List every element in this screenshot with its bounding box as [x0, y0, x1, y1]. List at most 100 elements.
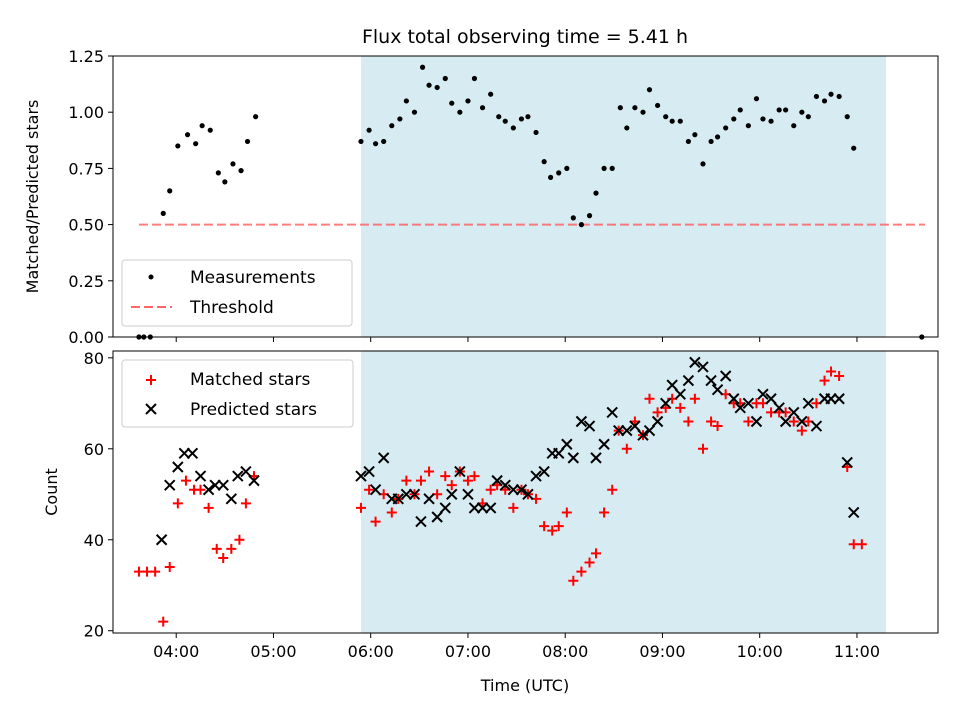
measurement-point — [366, 127, 372, 133]
matched-star-point — [675, 402, 686, 413]
measurement-point — [160, 210, 166, 216]
measurement-point — [471, 75, 478, 82]
measurement-point — [222, 179, 228, 185]
top-legend-box — [121, 259, 353, 327]
top-y-tick-label: 0.25 — [68, 272, 104, 291]
matched-star-point — [469, 471, 480, 482]
matched-star-point — [172, 498, 183, 509]
predicted-star-point — [202, 484, 215, 496]
bottom-shaded-region — [360, 351, 887, 633]
measurement-point — [609, 165, 615, 171]
predicted-star-point — [575, 415, 588, 428]
matched-star-point — [364, 484, 375, 495]
bottom-legend-box — [121, 359, 354, 428]
matched-star-point — [370, 516, 381, 527]
predicted-star-point — [194, 470, 207, 482]
matched-star-point — [203, 502, 214, 513]
measurement-point — [238, 168, 244, 174]
predicted-star-point — [377, 452, 390, 464]
matched-star-point — [576, 566, 587, 577]
predicted-star-point — [590, 452, 602, 464]
predicted-star-point — [788, 406, 800, 419]
predicted-star-point — [666, 379, 678, 391]
top-y-tick-label: 1.25 — [68, 47, 104, 66]
predicted-stars-points — [155, 356, 860, 546]
predicted-star-point — [848, 506, 860, 519]
predicted-star-point — [462, 488, 474, 500]
measurement-point — [556, 170, 562, 176]
predicted-star-point — [833, 393, 845, 405]
predicted-star-point — [606, 406, 618, 419]
measurement-point — [753, 96, 760, 102]
predicted-star-point — [431, 511, 443, 523]
predicted-star-point — [689, 356, 701, 369]
predicted-star-point — [612, 424, 625, 437]
matched-star-point — [697, 443, 708, 454]
measurement-point — [836, 93, 842, 100]
top-shaded-region — [360, 56, 887, 337]
x-tick-label: 04:00 — [153, 642, 199, 661]
predicted-star-point — [423, 493, 435, 505]
measurement-point — [442, 75, 448, 82]
matched-star-point — [689, 393, 700, 404]
x-tick-label: 08:00 — [542, 642, 588, 661]
predicted-star-point — [408, 488, 421, 500]
measurement-point — [828, 91, 834, 97]
measurement-point — [548, 174, 554, 180]
predicted-star-point — [446, 488, 458, 500]
top-y-tick-label: 1.00 — [68, 103, 104, 122]
predicted-star-point — [561, 438, 573, 450]
predicted-star-point — [779, 415, 792, 428]
predicted-star-point — [522, 488, 534, 500]
legend-threshold-label: Threshold — [189, 298, 274, 318]
measurement-point — [776, 107, 782, 113]
predicted-star-point — [499, 479, 511, 491]
measurement-point — [844, 114, 850, 120]
predicted-star-point — [705, 374, 717, 387]
measurement-point — [253, 114, 259, 120]
measurement-point — [783, 107, 789, 113]
measurement-point — [791, 123, 797, 129]
predicted-star-point — [637, 429, 649, 441]
predicted-star-point — [507, 484, 520, 496]
measurement-point — [244, 138, 251, 145]
measurement-point — [624, 125, 630, 131]
matched-star-point — [599, 507, 610, 518]
matched-star-point — [164, 562, 175, 573]
x-tick-label: 06:00 — [348, 642, 394, 661]
measurement-point — [708, 138, 714, 145]
predicted-star-point — [682, 374, 695, 387]
predicted-star-point — [232, 470, 244, 482]
measurement-point — [692, 132, 698, 138]
predicted-star-point — [392, 493, 404, 505]
predicted-star-point — [439, 502, 451, 514]
predicted-star-point — [796, 415, 808, 428]
matched-star-point — [584, 557, 595, 568]
predicted-star-point — [598, 438, 610, 450]
measurement-point — [601, 165, 607, 171]
measurement-point — [518, 116, 525, 122]
matched-star-point — [446, 480, 457, 491]
legend-measurements-label: Measurements — [190, 268, 316, 288]
matched-star-point — [621, 443, 632, 454]
predicted-star-point — [757, 388, 769, 400]
measurement-point — [175, 143, 181, 149]
legend-predicted-label: Predicted stars — [190, 400, 317, 420]
measurement-point — [768, 118, 774, 124]
matched-star-point — [226, 543, 237, 554]
predicted-star-point — [155, 534, 168, 546]
measurement-point — [586, 213, 593, 219]
predicted-star-point — [643, 424, 656, 437]
predicted-star-point — [248, 474, 260, 487]
top-y-tick-label: 0.00 — [68, 328, 104, 347]
measurement-point — [813, 93, 820, 100]
measurement-point — [617, 105, 623, 111]
bottom-x-ticks: 04:00 05:00 06:00 07:00 08:00 09:00 10:00 11:00 — [153, 633, 880, 661]
measurement-point — [411, 109, 418, 115]
predicted-star-point — [841, 456, 853, 469]
x-tick-label: 05:00 — [250, 642, 296, 661]
predicted-star-point — [515, 484, 528, 496]
matched-star-point — [652, 407, 663, 418]
matched-star-point — [401, 475, 412, 486]
